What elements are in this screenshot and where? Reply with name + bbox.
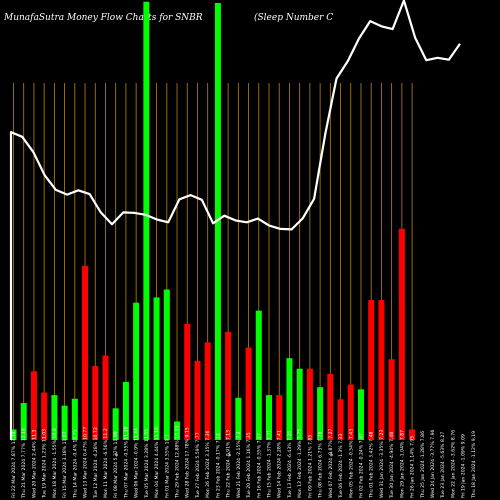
date-tick-label: Tue 27 Feb 2024 5.59% 7.77 — [195, 432, 201, 499]
date-tick-label: Tue 13 Feb 2024 -6.43% 7.25 — [287, 431, 293, 499]
money-flow-bar — [235, 397, 242, 440]
money-flow-bar — [82, 265, 89, 440]
date-tick-label: Wed 28 Feb 2024 17.78% 9.15 — [185, 427, 191, 498]
price-line — [9, 0, 461, 440]
date-tick-label: Fri 16 Feb 2024 -0.55% 7.27 — [256, 433, 262, 498]
date-tick-label: Wed 07 Feb 2024 -0.87% 7.27 — [328, 428, 334, 498]
money-flow-bar — [388, 359, 395, 440]
money-flow-bar — [337, 399, 344, 440]
money-flow-bar — [409, 429, 416, 440]
date-tick-label: Fri 09 Feb 2024 1.21% 7.85 — [307, 435, 313, 498]
date-tick-label: Fri 19 Jan 2024 -1.09% 9.09 — [461, 434, 467, 498]
money-flow-bar — [317, 387, 324, 440]
money-flow-bar — [102, 355, 109, 440]
date-tick-label: Mon 12 Feb 2024 -1.29% 7.75 — [297, 429, 303, 498]
date-tick-label: Fri 22 Mar 2024 7.87% 13.14 — [11, 431, 17, 498]
separator-mark: $ — [115, 452, 118, 458]
money-flow-bar — [245, 347, 252, 440]
date-tick-label: Thu 29 Feb 2024 12.88% 10.33 — [175, 426, 181, 499]
date-tick-label: Tue 23 Jan 2024 -5.63% 8.27 — [440, 432, 446, 499]
date-tick-label: Thu 22 Feb 2024 -0.91% 7.13 — [226, 430, 232, 499]
money-flow-bar — [286, 358, 293, 440]
date-tick-label: Tue 19 Mar 2024 1.23% 11.03 — [42, 429, 48, 499]
money-flow-bar — [347, 384, 354, 440]
date-tick-label: Tue 30 Jan 2024 -4.94% 7.48 — [389, 432, 395, 499]
separator-mark: $ — [330, 452, 333, 458]
money-flow-bar — [276, 395, 283, 440]
money-flow-bar — [368, 300, 375, 440]
price-line-layer — [9, 0, 461, 440]
date-tick-label: Wed 31 Jan 2024 -3.35% 7.23 — [379, 430, 385, 498]
money-flow-bar — [266, 395, 272, 440]
bar-series — [10, 1, 416, 440]
date-tick-label: Thu 08 Feb 2024 6.73% 7.76 — [318, 432, 324, 499]
money-flow-bar — [153, 297, 160, 440]
money-flow-bar — [296, 368, 303, 440]
date-tick-label: Fri 01 Mar 2024 3.55% 10.7 — [164, 434, 170, 498]
x-axis-labels: Fri 22 Mar 2024 7.87% 13.14 Thu 21 Mar 20… — [11, 426, 477, 499]
money-flow-bar — [357, 389, 364, 440]
money-flow-bar — [143, 1, 150, 440]
date-tick-label: Thu 25 Jan 2024 -1.28% 7.86 — [420, 431, 426, 499]
money-flow-bar — [174, 421, 181, 440]
money-flow-bar — [398, 228, 405, 440]
date-tick-label: Wed 13 Mar 2024 0.47% 10.77 — [83, 427, 89, 498]
money-flow-bar — [225, 331, 232, 440]
money-flow-bar — [71, 398, 78, 440]
money-flow-bar — [92, 366, 99, 440]
date-tick-label: Mon 11 Mar 2024 -6.56% 11.2 — [103, 428, 109, 498]
money-flow-bar — [378, 300, 385, 440]
money-flow-bar — [184, 323, 191, 440]
date-tick-label: Thu 07 Mar 2024 -0.55% 11.38 — [123, 426, 129, 499]
money-flow-bar — [133, 302, 140, 440]
money-flow-bar — [255, 310, 262, 440]
date-tick-label: Tue 06 Feb 2024 -1.3% 7.33 — [338, 434, 344, 499]
date-tick-label: Mon 18 Mar 2024 -1.55% 10.9 — [52, 428, 58, 498]
money-flow-bar — [194, 360, 201, 440]
money-flow-bar — [163, 289, 170, 440]
date-tick-label: Mon 29 Jan 2024 -1.04% 7.87 — [399, 430, 405, 498]
separator-marks: $ $ $ — [115, 452, 333, 458]
separator-mark: $ — [228, 452, 231, 458]
date-tick-label: Mon 22 Jan 2024 -3.62% 8.76 — [450, 430, 456, 498]
money-flow-bar — [327, 374, 334, 440]
money-flow-bar — [122, 381, 129, 440]
date-tick-label: Wed 14 Feb 2024 2.28% 7.41 — [277, 430, 283, 498]
date-tick-label: Wed 21 Feb 2024 -2.15% 7.2 — [236, 431, 242, 498]
chart-title: MunafaSutra Money Flow Charts for SNBR — [3, 13, 203, 23]
money-flow-bar — [51, 395, 58, 440]
date-tick-label: Thu 15 Feb 2024 -1.37% 7.31 — [267, 430, 273, 499]
date-tick-label: Thu 18 Jan 2024 -1.12% 9.19 — [471, 431, 477, 499]
date-tick-label: Mon 04 Mar 2024 4.44% 11.18 — [154, 427, 160, 498]
money-flow-bar — [306, 368, 313, 440]
date-tick-label: Mon 26 Feb 2024 3.35% 7.36 — [205, 430, 211, 498]
money-flow-bar — [10, 429, 17, 440]
chart-subtitle: (Sleep Number C — [254, 12, 333, 23]
date-tick-label: Mon 05 Feb 2024 -0.54% 7.43 — [348, 429, 354, 498]
date-tick-label: Fri 08 Mar 2024 5.37% 11.99 — [113, 431, 119, 498]
date-tick-label: Fri 23 Feb 2024 -0.17% 7.12 — [215, 433, 221, 498]
date-tick-label: Thu 21 Mar 2024 7.77% 12.18 — [21, 428, 27, 499]
date-tick-label: Wed 24 Jan 2024 -3.77% 7.96 — [430, 430, 436, 498]
money-flow-bar — [112, 408, 119, 440]
date-tick-label: Fri 15 Mar 2024 3.18% 11.07 — [62, 431, 68, 498]
date-tick-label: Thu 14 Mar 2024 -0.4% 10.73 — [72, 429, 78, 499]
money-flow-bar — [20, 403, 27, 440]
date-tick-label: Tue 20 Feb 2024 1.16% 7.35 — [246, 432, 252, 499]
money-flow-bar — [61, 405, 68, 440]
date-tick-label: Wed 06 Mar 2024 -0.9% 11.44 — [134, 428, 140, 498]
date-tick-label: Tue 12 Mar 2024 -4.28% 10.72 — [93, 427, 99, 499]
money-flow-bar — [30, 371, 37, 440]
date-tick-label: Fri 26 Jan 2024 1.14% 7.95 — [410, 436, 416, 498]
money-flow-bar — [214, 3, 221, 440]
date-tick-label: Fri 02 Feb 2024 -0.24% 7.47 — [358, 433, 364, 498]
date-tick-label: Thu 01 Feb 2024 3.42% 7.48 — [369, 432, 375, 499]
money-flow-bar — [204, 342, 211, 440]
date-tick-label: Tue 05 Mar 2024 3.28% 11.55 — [144, 429, 150, 499]
money-flow-bar — [41, 392, 48, 440]
date-tick-label: Wed 20 Mar 2024 2.44% 11.3 — [31, 430, 37, 498]
